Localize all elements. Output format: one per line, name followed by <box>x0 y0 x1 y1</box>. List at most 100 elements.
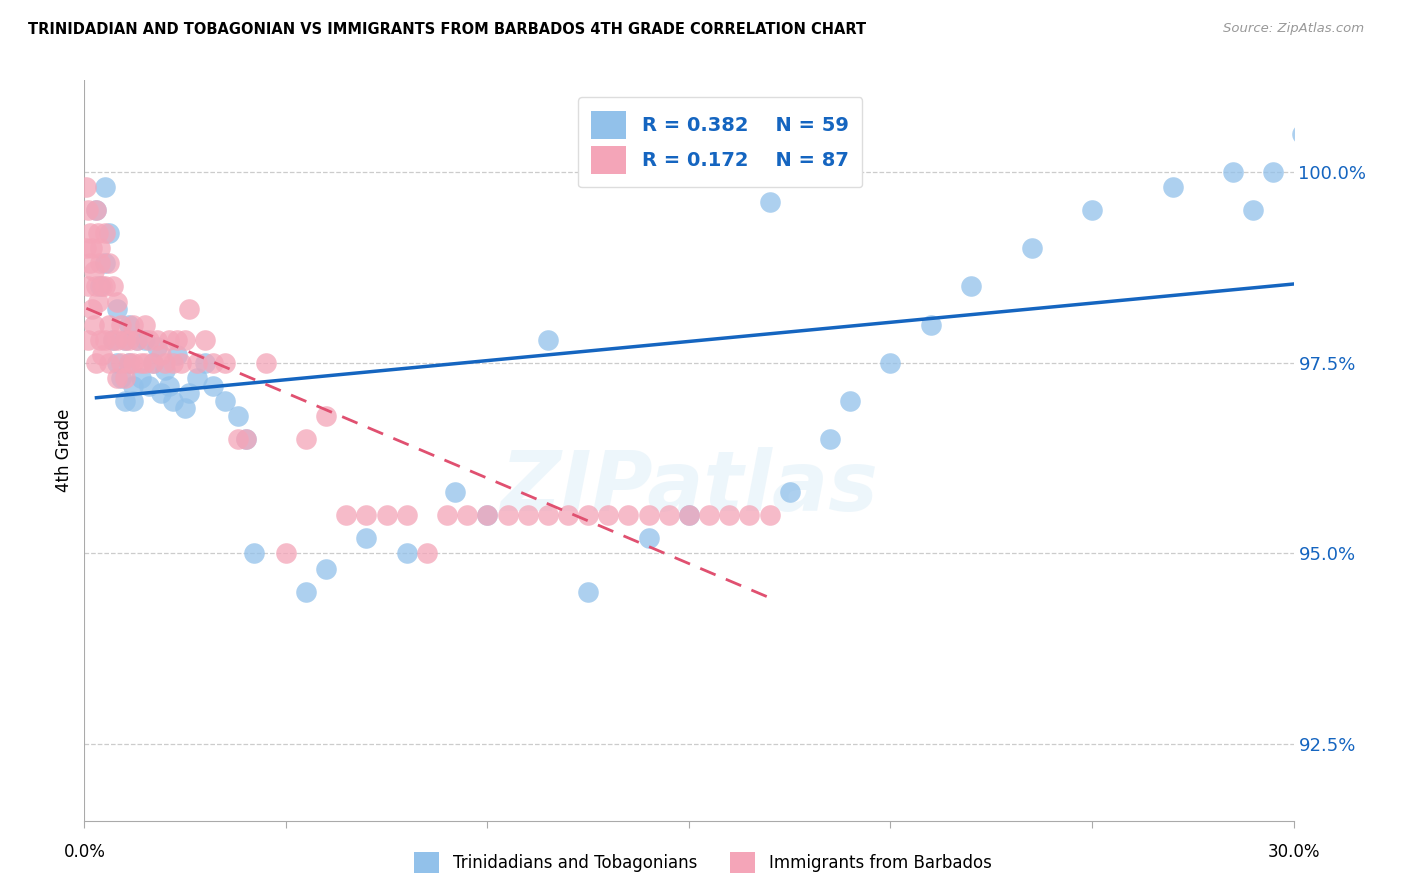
Point <box>86 202 108 217</box>
Point <box>89 241 111 255</box>
Point <box>93 333 115 347</box>
Point <box>1291 127 1313 141</box>
Point <box>557 508 579 523</box>
Point <box>496 508 519 523</box>
Point <box>77 333 100 347</box>
Point <box>101 279 124 293</box>
Point <box>114 393 136 408</box>
Point <box>637 508 659 523</box>
Point <box>335 508 357 523</box>
Point <box>356 508 378 523</box>
Point <box>879 356 901 370</box>
Point <box>97 318 120 332</box>
Point <box>157 333 180 347</box>
Point <box>97 356 120 370</box>
Point <box>174 401 197 416</box>
Point <box>179 386 201 401</box>
Point <box>1263 165 1285 179</box>
Point <box>174 333 197 347</box>
Point <box>93 180 115 194</box>
Point <box>93 279 115 293</box>
Point <box>118 333 141 347</box>
Point <box>162 356 184 370</box>
Text: Source: ZipAtlas.com: Source: ZipAtlas.com <box>1223 22 1364 36</box>
Point <box>125 333 148 347</box>
Point <box>86 356 108 370</box>
Point <box>194 333 217 347</box>
Point <box>97 226 120 240</box>
Point <box>186 356 208 370</box>
Point <box>202 378 225 392</box>
Point <box>110 371 132 385</box>
Point <box>75 241 97 255</box>
Point <box>315 562 337 576</box>
Point <box>146 333 169 347</box>
Point <box>110 356 132 370</box>
Text: TRINIDADIAN AND TOBAGONIAN VS IMMIGRANTS FROM BARBADOS 4TH GRADE CORRELATION CHA: TRINIDADIAN AND TOBAGONIAN VS IMMIGRANTS… <box>28 22 866 37</box>
Point <box>226 409 249 423</box>
Point <box>758 508 780 523</box>
Point <box>477 508 499 523</box>
Point <box>678 508 700 523</box>
Point <box>839 393 862 408</box>
Point <box>83 318 105 332</box>
Point <box>1222 165 1244 179</box>
Point <box>818 432 841 446</box>
Point <box>86 202 108 217</box>
Point <box>960 279 983 293</box>
Point <box>89 256 111 270</box>
Point <box>82 302 104 317</box>
Point <box>82 241 104 255</box>
Point <box>537 508 560 523</box>
Point <box>87 226 110 240</box>
Point <box>162 393 184 408</box>
Point <box>118 356 141 370</box>
Point <box>697 508 720 523</box>
Point <box>79 256 101 270</box>
Point <box>274 547 297 561</box>
Point <box>138 333 160 347</box>
Point <box>77 202 100 217</box>
Point <box>194 356 217 370</box>
Point <box>516 508 538 523</box>
Point <box>79 226 101 240</box>
Point <box>395 508 418 523</box>
Point <box>105 356 128 370</box>
Point <box>134 356 156 370</box>
Point <box>202 356 225 370</box>
Point <box>576 508 599 523</box>
Point <box>537 333 560 347</box>
Point <box>97 256 120 270</box>
Point <box>658 508 681 523</box>
Point <box>105 302 128 317</box>
Point <box>1241 202 1264 217</box>
Point <box>134 318 156 332</box>
Point <box>395 547 418 561</box>
Point <box>146 340 169 354</box>
Point <box>242 547 264 561</box>
Point <box>738 508 761 523</box>
Point <box>477 508 499 523</box>
Point <box>186 371 208 385</box>
Text: 0.0%: 0.0% <box>63 843 105 861</box>
Point <box>121 378 143 392</box>
Point <box>170 356 193 370</box>
Point <box>110 318 132 332</box>
Point <box>142 356 165 370</box>
Point <box>105 333 128 347</box>
Point <box>1021 241 1043 255</box>
Point <box>75 180 97 194</box>
Point <box>166 333 188 347</box>
Point <box>86 279 108 293</box>
Point <box>83 264 105 278</box>
Point <box>226 432 249 446</box>
Text: ZIPatlas: ZIPatlas <box>501 447 877 528</box>
Point <box>436 508 458 523</box>
Point <box>114 371 136 385</box>
Point <box>456 508 478 523</box>
Point <box>214 393 236 408</box>
Point <box>149 386 172 401</box>
Point <box>134 333 156 347</box>
Point <box>598 508 620 523</box>
Point <box>1161 180 1184 194</box>
